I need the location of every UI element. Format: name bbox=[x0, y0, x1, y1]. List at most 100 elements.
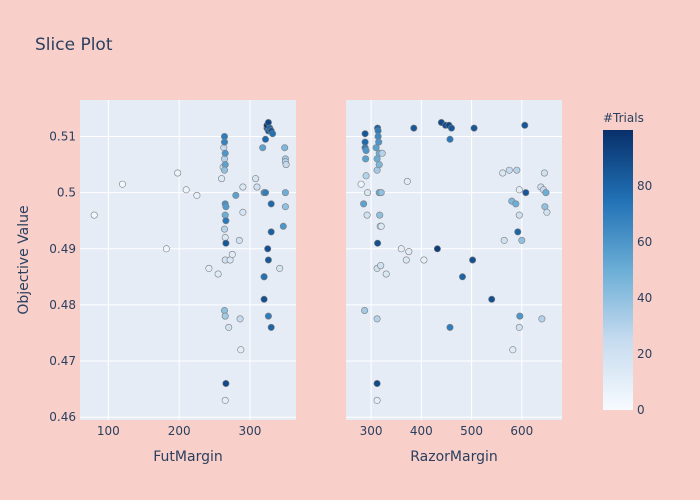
scatter-point bbox=[253, 183, 261, 191]
y-tick-label: 0.47 bbox=[49, 354, 76, 368]
scatter-point bbox=[458, 273, 466, 281]
colorbar-tick-label: 0 bbox=[637, 403, 645, 417]
scatter-point bbox=[521, 121, 529, 129]
scatter-point bbox=[374, 239, 382, 247]
y-ticks: 0.46 0.47 0.48 0.49 0.5 0.51 bbox=[49, 129, 76, 424]
plot-area-futmargin bbox=[80, 100, 296, 420]
scatter-point bbox=[119, 180, 127, 188]
panel-futmargin: 100 200 300 0.46 0.47 0.48 0.49 0.5 0.51 FutMar… bbox=[49, 100, 296, 465]
scatter-point bbox=[447, 124, 455, 132]
scatter-point bbox=[378, 149, 386, 157]
x-tick-label: 200 bbox=[168, 424, 191, 438]
scatter-point bbox=[267, 228, 275, 236]
colorbar-tick-label: 60 bbox=[637, 235, 652, 249]
scatter-point bbox=[361, 138, 369, 146]
scatter-point bbox=[382, 270, 390, 278]
scatter-point bbox=[402, 256, 410, 264]
x-tick-label: 300 bbox=[239, 424, 262, 438]
scatter-point bbox=[276, 264, 284, 272]
chart-title: Slice Plot bbox=[35, 35, 113, 55]
scatter-point bbox=[239, 208, 247, 216]
scatter-point bbox=[264, 312, 272, 320]
scatter-point bbox=[500, 236, 508, 244]
scatter-point bbox=[261, 189, 269, 197]
scatter-point bbox=[282, 161, 290, 169]
scatter-point bbox=[515, 186, 523, 194]
scatter-point bbox=[516, 312, 524, 320]
scatter-point bbox=[222, 217, 230, 225]
scatter-point bbox=[515, 211, 523, 219]
scatter-point bbox=[373, 315, 381, 323]
scatter-point bbox=[237, 346, 245, 354]
scatter-point bbox=[377, 262, 385, 270]
scatter-point bbox=[357, 180, 365, 188]
y-tick-label: 0.49 bbox=[49, 242, 76, 256]
scatter-point bbox=[509, 346, 517, 354]
colorbar: #Trials 0 20 40 60 80 bbox=[603, 111, 652, 417]
scatter-point bbox=[174, 169, 182, 177]
scatter-point bbox=[182, 186, 190, 194]
x-tick-label: 400 bbox=[410, 424, 433, 438]
scatter-point bbox=[193, 191, 201, 199]
y-tick-label: 0.51 bbox=[49, 129, 76, 143]
points-razormargin bbox=[357, 119, 551, 404]
x-tick-label: 600 bbox=[510, 424, 533, 438]
scatter-point bbox=[375, 138, 383, 146]
gridlines-futmargin bbox=[80, 100, 296, 420]
scatter-point bbox=[222, 239, 230, 247]
scatter-point bbox=[470, 124, 478, 132]
scatter-point bbox=[267, 200, 275, 208]
scatter-point bbox=[218, 175, 226, 183]
scatter-point bbox=[522, 189, 530, 197]
scatter-point bbox=[221, 396, 229, 404]
scatter-point bbox=[403, 177, 411, 185]
colorbar-ticks: 0 20 40 60 80 bbox=[637, 179, 652, 417]
scatter-point bbox=[252, 175, 260, 183]
scatter-point bbox=[488, 295, 496, 303]
colorbar-tick-label: 80 bbox=[637, 179, 652, 193]
x-axis-label-razormargin: RazorMargin bbox=[410, 449, 498, 465]
scatter-point bbox=[377, 222, 385, 230]
scatter-point bbox=[222, 379, 230, 387]
panel-razormargin: 300 400 500 600 RazorMargin bbox=[346, 100, 562, 465]
scatter-point bbox=[162, 245, 170, 253]
scatter-point bbox=[376, 211, 384, 219]
scatter-point bbox=[538, 315, 546, 323]
scatter-point bbox=[281, 189, 289, 197]
scatter-point bbox=[260, 273, 268, 281]
scatter-point bbox=[281, 203, 289, 211]
scatter-point bbox=[221, 138, 229, 146]
scatter-point bbox=[446, 323, 454, 331]
y-tick-label: 0.46 bbox=[49, 410, 76, 424]
scatter-point bbox=[397, 245, 405, 253]
scatter-point bbox=[362, 172, 370, 180]
x-ticks-razormargin: 300 400 500 600 bbox=[360, 424, 534, 438]
scatter-point bbox=[221, 149, 229, 157]
scatter-point bbox=[279, 222, 287, 230]
scatter-point bbox=[513, 166, 521, 174]
scatter-point bbox=[420, 256, 428, 264]
scatter-point bbox=[264, 245, 272, 253]
scatter-point bbox=[259, 144, 267, 152]
y-axis-label: Objective Value bbox=[16, 205, 32, 314]
y-tick-label: 0.48 bbox=[49, 298, 76, 312]
scatter-point bbox=[514, 228, 522, 236]
scatter-point bbox=[405, 248, 413, 256]
scatter-point bbox=[221, 234, 229, 242]
scatter-point bbox=[281, 144, 289, 152]
scatter-point bbox=[360, 200, 368, 208]
scatter-point bbox=[221, 225, 229, 233]
scatter-point bbox=[499, 169, 507, 177]
scatter-point bbox=[235, 236, 243, 244]
points-futmargin bbox=[90, 119, 290, 404]
scatter-point bbox=[543, 208, 551, 216]
scatter-point bbox=[222, 203, 230, 211]
scatter-point bbox=[512, 200, 520, 208]
scatter-point bbox=[518, 236, 526, 244]
scatter-point bbox=[372, 144, 380, 152]
x-tick-label: 100 bbox=[97, 424, 120, 438]
scatter-point bbox=[410, 124, 418, 132]
scatter-point bbox=[364, 189, 372, 197]
